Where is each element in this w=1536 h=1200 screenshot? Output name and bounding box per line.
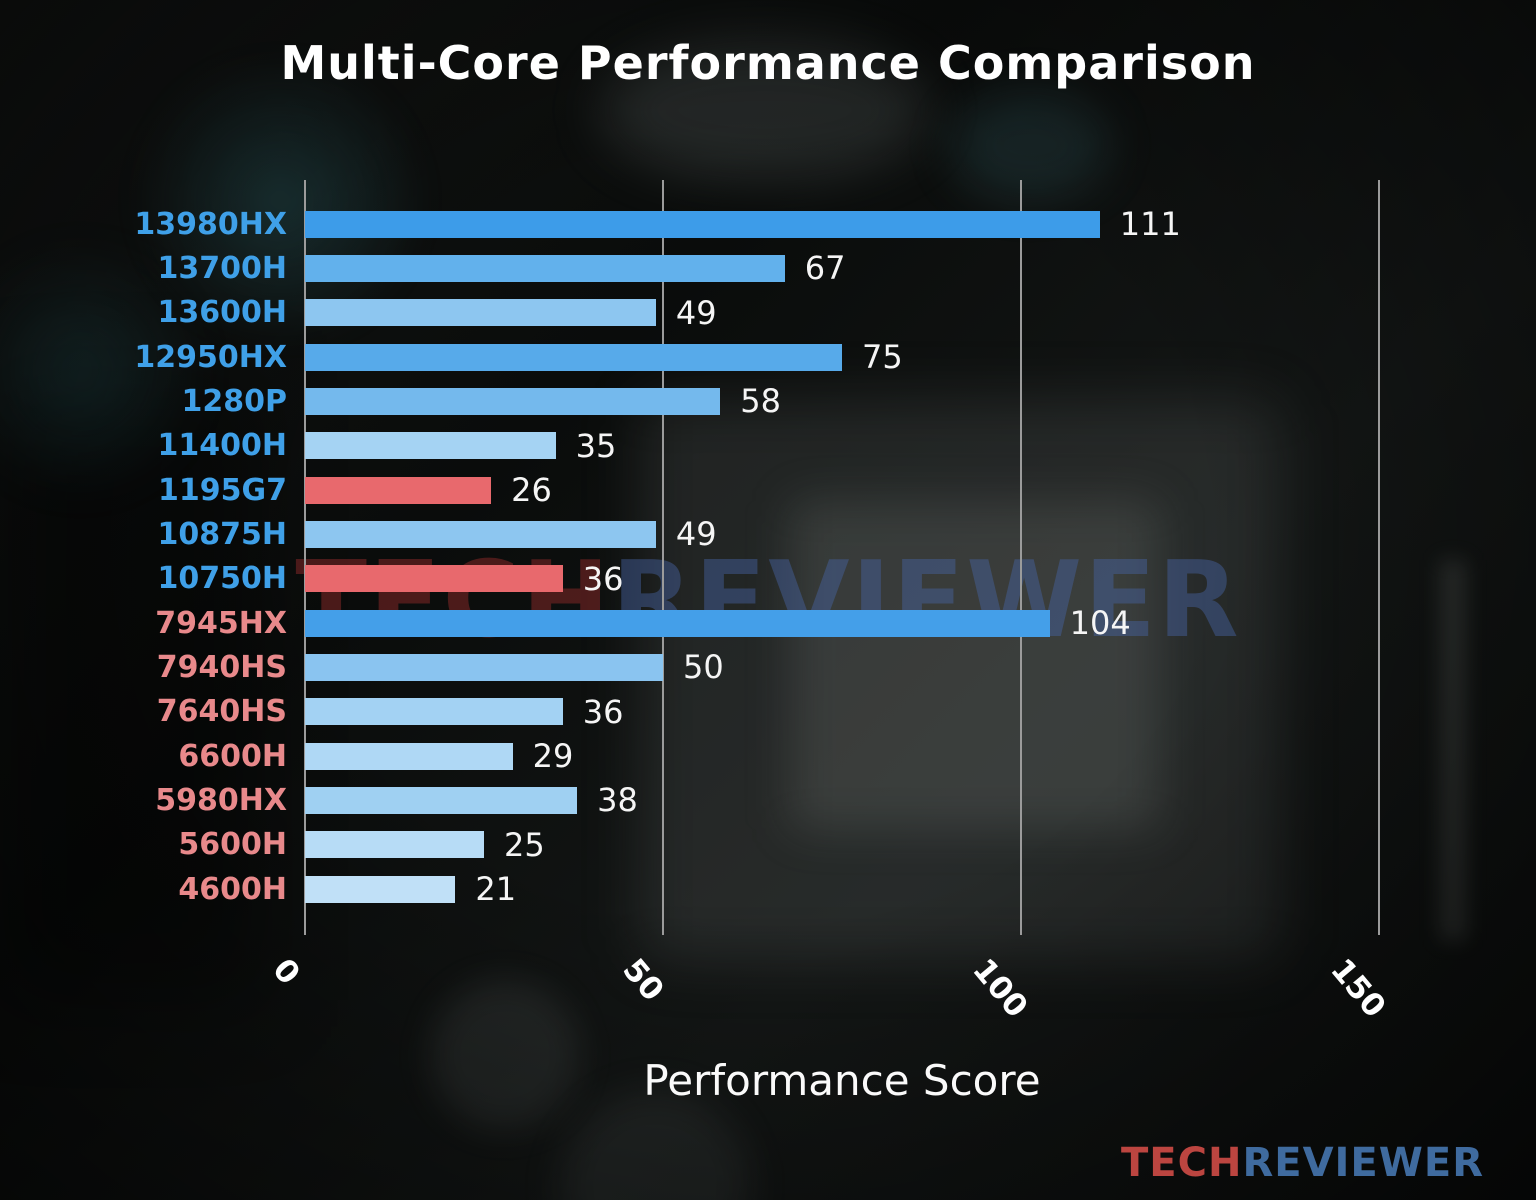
category-label: 1280P <box>181 383 287 419</box>
value-label: 35 <box>575 426 617 465</box>
gridline <box>1378 180 1380 935</box>
brand-reviewer: REVIEWER <box>1242 1140 1484 1186</box>
bar <box>305 875 456 903</box>
category-label: 1195G7 <box>158 472 287 508</box>
x-axis-label: Performance Score <box>643 1056 1041 1105</box>
value-label: 38 <box>597 781 638 820</box>
value-label: 104 <box>1069 604 1131 643</box>
bar-row: 7640HS 36 <box>0 690 1536 734</box>
category-label: 12950HX <box>134 339 287 375</box>
bar-row: 7945HX 104 <box>0 601 1536 645</box>
value-label: 111 <box>1119 205 1181 244</box>
bar-row: 13600H 49 <box>0 291 1536 335</box>
category-label: 13980HX <box>134 206 287 242</box>
value-label: 67 <box>804 249 846 288</box>
category-label: 10875H <box>157 516 287 552</box>
value-label: 29 <box>532 737 574 776</box>
bar <box>305 520 656 548</box>
bar-row: 10750H 36 <box>0 557 1536 601</box>
x-tick-label: 50 <box>615 952 671 1009</box>
bar-row: 4600H 21 <box>0 867 1536 911</box>
brand-logo: TECHREVIEWER <box>1121 1140 1484 1186</box>
value-label: 21 <box>475 870 517 909</box>
brand-tech: TECH <box>1121 1140 1243 1186</box>
value-label: 26 <box>511 471 552 510</box>
gridline <box>1020 180 1022 935</box>
x-tick-label: 0 <box>265 952 307 992</box>
bar <box>305 210 1100 238</box>
bar <box>305 742 513 770</box>
bar <box>305 476 492 504</box>
bar <box>305 387 721 415</box>
bar <box>305 565 563 593</box>
bar-row: 10875H 49 <box>0 512 1536 556</box>
watermark: TECHREVIEWER <box>295 539 1240 661</box>
value-label: 49 <box>675 293 717 332</box>
bar-row: 7940HS 50 <box>0 645 1536 689</box>
category-label: 13600H <box>157 295 287 331</box>
value-label: 36 <box>582 559 624 598</box>
category-label: 5600H <box>178 827 287 863</box>
watermark-tech: TECH <box>295 539 612 661</box>
watermark-reviewer: REVIEWER <box>611 539 1241 661</box>
category-label: 7640HS <box>156 694 287 730</box>
bar-row: 12950HX 75 <box>0 335 1536 379</box>
bar <box>305 698 563 726</box>
bar <box>305 254 785 282</box>
bar-row: 13700H 67 <box>0 246 1536 290</box>
value-label: 50 <box>683 648 724 687</box>
value-label: 25 <box>504 825 545 864</box>
value-label: 58 <box>740 382 781 421</box>
category-label: 7945HX <box>155 605 287 641</box>
bar <box>305 299 656 327</box>
bar <box>305 432 556 460</box>
bar-row: 13980HX 111 <box>0 202 1536 246</box>
gridline <box>304 180 306 935</box>
category-label: 13700H <box>157 250 287 286</box>
bar-row: 1280P 58 <box>0 379 1536 423</box>
category-label: 11400H <box>157 428 287 464</box>
gridline <box>662 180 664 935</box>
x-tick-label: 100 <box>965 952 1035 1025</box>
value-label: 49 <box>675 515 717 554</box>
category-label: 6600H <box>178 738 287 774</box>
bar-row: 5600H 25 <box>0 823 1536 867</box>
bar-row: 6600H 29 <box>0 734 1536 778</box>
bar <box>305 831 484 859</box>
bar-row: 1195G7 26 <box>0 468 1536 512</box>
bar <box>305 786 578 814</box>
category-label: 5980HX <box>155 782 287 818</box>
chart-title: Multi-Core Performance Comparison <box>280 36 1256 90</box>
bar-row: 5980HX 38 <box>0 778 1536 822</box>
category-label: 7940HS <box>156 649 287 685</box>
value-label: 36 <box>582 692 624 731</box>
bar-row: 11400H 35 <box>0 424 1536 468</box>
bar <box>305 343 842 371</box>
bar <box>305 653 663 681</box>
category-label: 4600H <box>178 871 287 907</box>
bar <box>305 609 1050 637</box>
x-tick-label: 150 <box>1323 952 1393 1025</box>
category-label: 10750H <box>157 561 287 597</box>
value-label: 75 <box>862 338 903 377</box>
